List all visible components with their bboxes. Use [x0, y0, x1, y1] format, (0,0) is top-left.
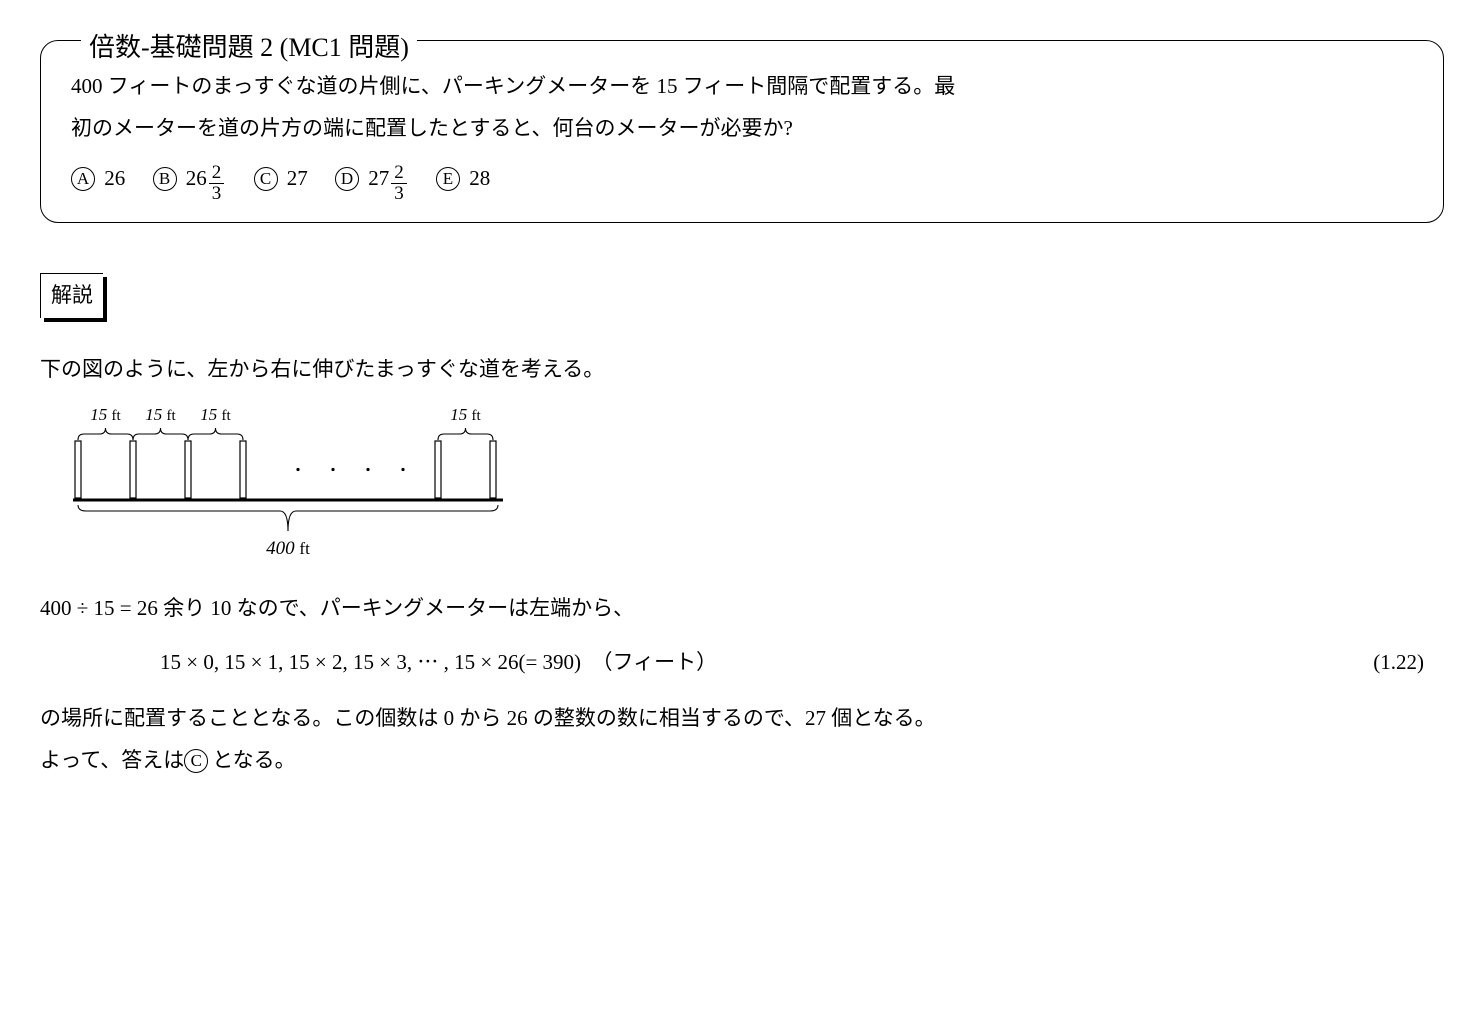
choice-e-label: E	[436, 167, 460, 191]
svg-text:15 ft: 15 ft	[450, 405, 481, 424]
answer-choice-circle: C	[184, 749, 208, 773]
equation-row: 15 × 0, 15 × 1, 15 × 2, 15 × 3, ⋯ , 15 ×…	[40, 643, 1444, 683]
parking-meter-diagram: 15 ft 15 ft 15 ft 15 ft 400 ft	[58, 396, 1444, 579]
choice-d-den: 3	[391, 184, 407, 204]
diagram-svg: 15 ft 15 ft 15 ft 15 ft 400 ft	[58, 396, 578, 566]
choice-b-whole: 26	[186, 166, 207, 190]
svg-text:15 ft: 15 ft	[145, 405, 176, 424]
choice-c-value: 27	[287, 166, 308, 190]
choice-a-label: A	[71, 167, 95, 191]
answer-prefix: よって、答えは	[40, 748, 184, 772]
explanation-intro: 下の図のように、左から右に伸びたまっすぐな道を考える。	[40, 348, 1444, 390]
answer-choices: A 26 B 2623 C 27 D 2723 E 28	[71, 159, 1413, 204]
choice-b: B 2623	[153, 159, 227, 204]
division-text: 400 ÷ 15 = 26 余り 10 なので、パーキングメーターは左端から、	[40, 587, 1444, 629]
equation-sequence: 15 × 0, 15 × 1, 15 × 2, 15 × 3, ⋯ , 15 ×…	[160, 643, 717, 683]
problem-line-1: 400 フィートのまっすぐな道の片側に、パーキングメーターを 15 フィート間隔…	[71, 74, 955, 98]
explanation-header-box: 解説	[40, 273, 103, 318]
problem-box: 倍数-基礎問題 2 (MC1 問題) 400 フィートのまっすぐな道の片側に、パ…	[40, 40, 1444, 223]
choice-a-value: 26	[104, 166, 125, 190]
problem-title-text: 倍数-基礎問題 2 (MC1 問題)	[89, 33, 409, 62]
choice-b-label: B	[153, 167, 177, 191]
choice-a: A 26	[71, 159, 125, 199]
choice-c-label: C	[254, 167, 278, 191]
choice-d: D 2723	[335, 159, 409, 204]
equation-number: (1.22)	[1373, 643, 1424, 683]
choice-b-num: 2	[209, 163, 225, 184]
placement-text: の場所に配置することとなる。この個数は 0 から 26 の整数の数に相当するので…	[40, 697, 1444, 739]
svg-text:400 ft: 400 ft	[266, 538, 310, 559]
choice-b-fraction: 23	[209, 163, 225, 204]
choice-e: E 28	[436, 159, 490, 199]
svg-text:15 ft: 15 ft	[90, 405, 121, 424]
choice-b-den: 3	[209, 184, 225, 204]
explanation-header-text: 解説	[51, 283, 93, 307]
choice-d-fraction: 23	[391, 163, 407, 204]
answer-line: よって、答えはCとなる。	[40, 739, 1444, 781]
choice-d-label: D	[335, 167, 359, 191]
problem-statement: 400 フィートのまっすぐな道の片側に、パーキングメーターを 15 フィート間隔…	[71, 65, 1413, 149]
choice-c: C 27	[254, 159, 308, 199]
choice-e-value: 28	[469, 166, 490, 190]
choice-d-num: 2	[391, 163, 407, 184]
choice-d-whole: 27	[368, 166, 389, 190]
problem-title: 倍数-基礎問題 2 (MC1 問題)	[81, 23, 417, 72]
answer-suffix: となる。	[212, 748, 295, 772]
svg-text:15 ft: 15 ft	[200, 405, 231, 424]
problem-line-2: 初のメーターを道の片方の端に配置したとすると、何台のメーターが必要か?	[71, 116, 793, 140]
